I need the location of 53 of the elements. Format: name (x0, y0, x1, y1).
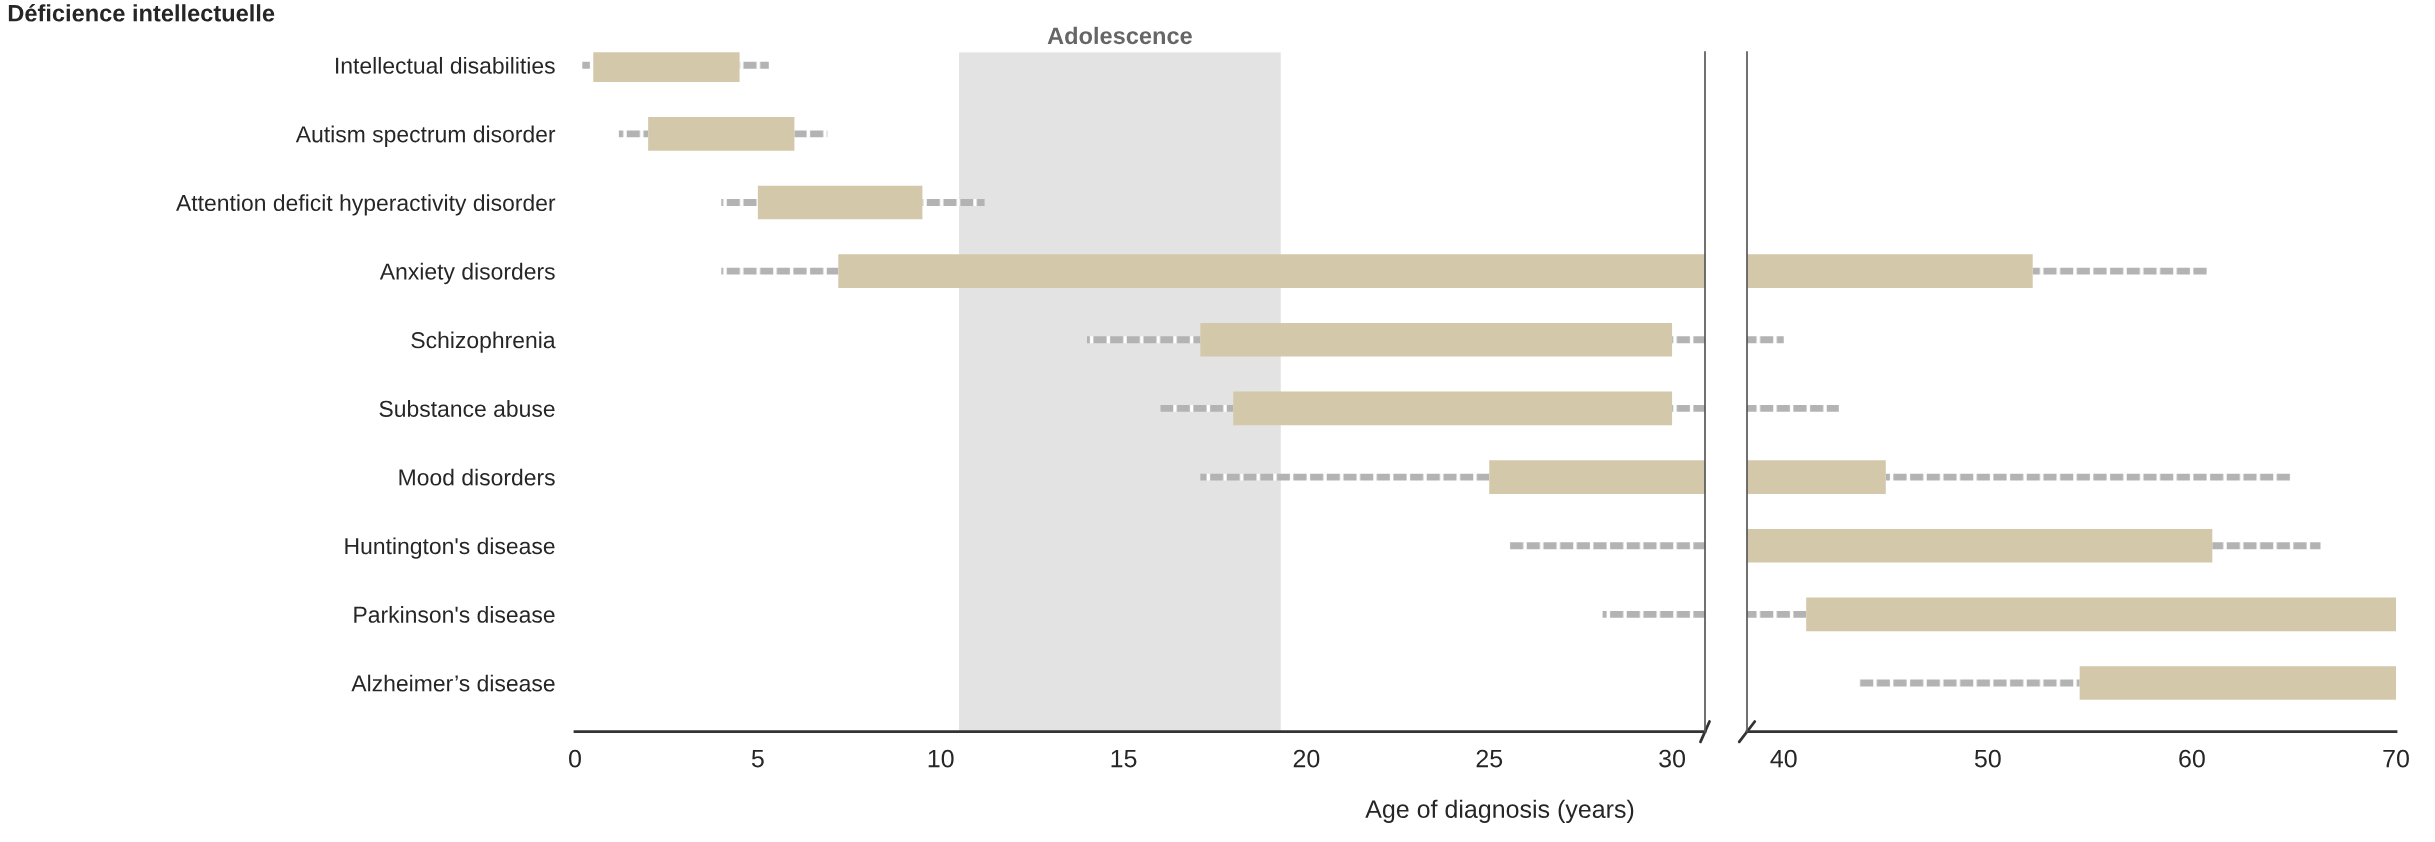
y-tick-label: Attention deficit hyperactivity disorder (176, 194, 556, 216)
x-tick-label: 10 (928, 749, 954, 768)
bar (1747, 528, 2213, 563)
bar (1747, 336, 1784, 344)
bar (1200, 322, 1673, 357)
bar (739, 61, 769, 69)
y-tick-label: Mood disorders (399, 468, 555, 486)
x-tick-label: 15 (1111, 749, 1137, 768)
band-label: Adolescence (1047, 26, 1192, 45)
bar (2079, 666, 2396, 700)
y-tick-label: Alzheimer’s disease (351, 674, 555, 692)
bar (922, 199, 985, 206)
bar (2032, 267, 2209, 275)
bar (1747, 460, 1886, 494)
x-tick-label: 60 (2179, 749, 2205, 768)
bar (1160, 404, 1234, 412)
x-tick-label: 70 (2383, 749, 2409, 768)
y-tick-label: Parkinson's disease (354, 606, 555, 623)
bar (582, 61, 594, 69)
x-tick-label: 40 (1770, 749, 1797, 768)
bar (721, 199, 758, 206)
bar (1233, 391, 1673, 426)
y-tick-label: Substance abuse (379, 400, 555, 417)
x-tick-label: 25 (1476, 749, 1503, 768)
x-tick-label: 5 (751, 749, 764, 768)
bar (618, 130, 649, 138)
bar (1747, 404, 1839, 412)
bar (794, 130, 828, 138)
x-tick-label: 0 (569, 749, 581, 768)
bar (1086, 336, 1201, 344)
bar (1747, 254, 2033, 288)
y-tick-label: Intellectual disabilities (336, 56, 555, 74)
x-tick-label: 30 (1659, 749, 1686, 768)
bar (721, 267, 839, 275)
y-tick-label: Anxiety disorders (379, 262, 555, 285)
bar (757, 185, 923, 220)
bar (838, 254, 1705, 288)
y-tick-label: Schizophrenia (411, 331, 556, 353)
x-axis-title: Age of diagnosis (years) (1365, 799, 1634, 823)
y-tick-label: Autism spectrum disorder (295, 125, 556, 147)
bar (1507, 542, 1705, 550)
bar (1806, 597, 2396, 632)
bar (1672, 336, 1705, 344)
bar (1747, 610, 1807, 618)
bar (648, 117, 795, 151)
x-tick-label: 20 (1293, 749, 1320, 768)
x-tick-label: 50 (1974, 749, 2001, 768)
bar (2212, 542, 2321, 550)
bar (1489, 460, 1705, 494)
y-tick-label: Huntington's disease (345, 537, 555, 559)
bar (1672, 404, 1705, 412)
bar (1602, 610, 1705, 618)
text: Déficience intellectuelle (8, 4, 275, 22)
